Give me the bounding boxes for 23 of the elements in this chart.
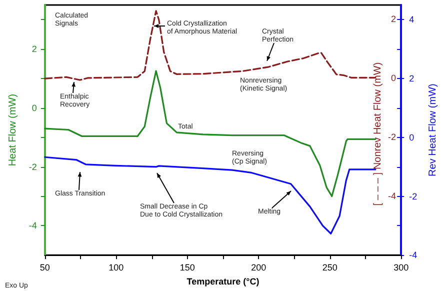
- y3-tick-label: -2: [409, 191, 418, 202]
- y-tick-label: 2: [32, 44, 37, 54]
- x-tick-label: 250: [322, 262, 338, 273]
- y2-tick-label: 0: [390, 73, 396, 84]
- y3-tick-label: 2: [409, 74, 414, 84]
- y2-axis-title: [ – – – ] Nonrev Heat Flow (mW): [372, 62, 384, 206]
- x-tick-label: 100: [108, 262, 124, 273]
- y2-tick-label: -4: [388, 190, 396, 201]
- x-tick-label: 50: [40, 262, 50, 273]
- y-tick-label: -2: [28, 162, 37, 172]
- y-tick-label: 0: [32, 102, 37, 113]
- x-tick-label: 150: [180, 262, 195, 273]
- y2-tick-label: -2: [388, 132, 396, 142]
- x-tick-label: 200: [251, 262, 266, 273]
- y3-tick-label: 0: [409, 132, 414, 142]
- y2-tick-label: 2: [390, 14, 396, 24]
- y-tick-label: -4: [28, 220, 37, 231]
- y3-axis-title: Rev Heat Flow (mW): [428, 84, 438, 176]
- y3-tick-label: -4: [409, 250, 418, 260]
- x-axis-title: Temperature (°C): [186, 276, 260, 286]
- y3-tick-label: 4: [409, 14, 414, 25]
- x-tick-label: 300: [394, 262, 409, 273]
- y-axis-title: Heat Flow (mW): [8, 94, 18, 166]
